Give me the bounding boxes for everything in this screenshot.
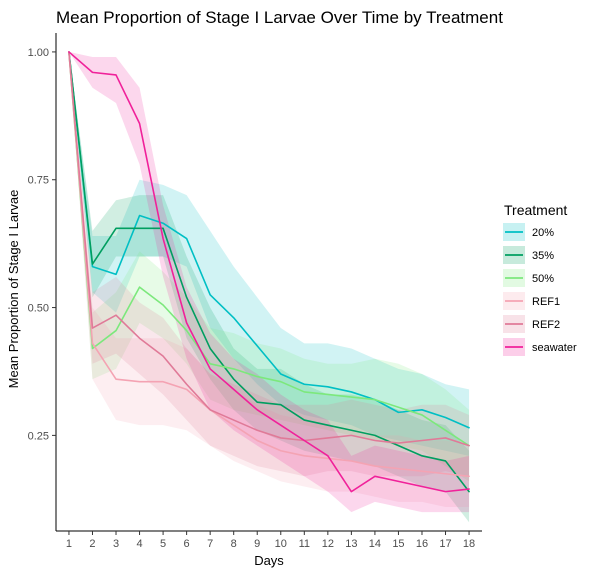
x-tick-label: 17 bbox=[439, 538, 451, 550]
x-axis: 1 2 3 4 5 6 7 8 9 10 11 12 13 14 15 16 17 18 bbox=[66, 531, 475, 550]
x-tick-label: 13 bbox=[345, 538, 357, 550]
ribbon-20pct bbox=[68, 51, 470, 456]
x-tick-label: 14 bbox=[369, 538, 381, 550]
x-tick-label: 18 bbox=[463, 538, 475, 550]
legend-label-ref2: REF2 bbox=[532, 319, 560, 331]
ribbon-ref1 bbox=[68, 51, 470, 507]
legend-label-50pct: 50% bbox=[532, 273, 554, 285]
x-tick-label: 10 bbox=[275, 538, 287, 550]
legend-item-ref1: REF1 bbox=[503, 292, 560, 310]
confidence-bands bbox=[68, 51, 470, 523]
series-line-35pct bbox=[68, 51, 470, 493]
legend-label-seawater: seawater bbox=[532, 342, 577, 354]
ribbon-seawater bbox=[68, 51, 470, 513]
legend-item-20pct: 20% bbox=[503, 223, 554, 241]
y-tick-label: 0.25 bbox=[28, 430, 49, 442]
legend-item-35pct: 35% bbox=[503, 246, 554, 264]
legend-label-35pct: 35% bbox=[532, 250, 554, 262]
x-tick-label: 8 bbox=[231, 538, 237, 550]
series-line-ref1 bbox=[68, 51, 470, 478]
x-tick-label: 9 bbox=[254, 538, 260, 550]
x-tick-label: 11 bbox=[299, 538, 310, 550]
x-tick-label: 7 bbox=[207, 538, 213, 550]
ribbon-50pct bbox=[68, 51, 470, 482]
legend-item-50pct: 50% bbox=[503, 269, 554, 287]
x-tick-label: 15 bbox=[392, 538, 404, 550]
series-line-ref2 bbox=[68, 51, 470, 447]
legend: Treatment 20% 35% 50% REF1 REF2 seawater bbox=[503, 202, 577, 356]
x-tick-label: 12 bbox=[322, 538, 334, 550]
x-axis-title: Days bbox=[254, 553, 284, 568]
ribbon-35pct bbox=[68, 51, 470, 523]
chart-title: Mean Proportion of Stage I Larvae Over T… bbox=[56, 8, 503, 27]
y-tick-label: 0.75 bbox=[28, 175, 49, 187]
legend-item-ref2: REF2 bbox=[503, 315, 560, 333]
y-tick-label: 1.00 bbox=[28, 47, 49, 59]
legend-label-ref1: REF1 bbox=[532, 296, 560, 308]
y-axis-title: Mean Proportion of Stage I Larvae bbox=[6, 190, 21, 389]
y-tick-label: 0.50 bbox=[28, 303, 49, 315]
x-tick-label: 2 bbox=[89, 538, 95, 550]
legend-title: Treatment bbox=[504, 202, 567, 218]
x-tick-label: 3 bbox=[113, 538, 119, 550]
ribbon-ref2 bbox=[68, 51, 470, 477]
x-tick-label: 4 bbox=[136, 538, 142, 550]
x-tick-label: 6 bbox=[184, 538, 190, 550]
series-line-seawater bbox=[68, 51, 470, 493]
x-tick-label: 16 bbox=[416, 538, 428, 550]
series-line-50pct bbox=[68, 51, 470, 447]
series-lines bbox=[68, 51, 470, 493]
series-line-20pct bbox=[68, 51, 470, 429]
legend-label-20pct: 20% bbox=[532, 227, 554, 239]
x-tick-label: 5 bbox=[160, 538, 166, 550]
y-axis: 0.25 0.50 0.75 1.00 bbox=[28, 47, 56, 442]
legend-item-seawater: seawater bbox=[503, 338, 577, 356]
x-tick-label: 1 bbox=[66, 538, 72, 550]
